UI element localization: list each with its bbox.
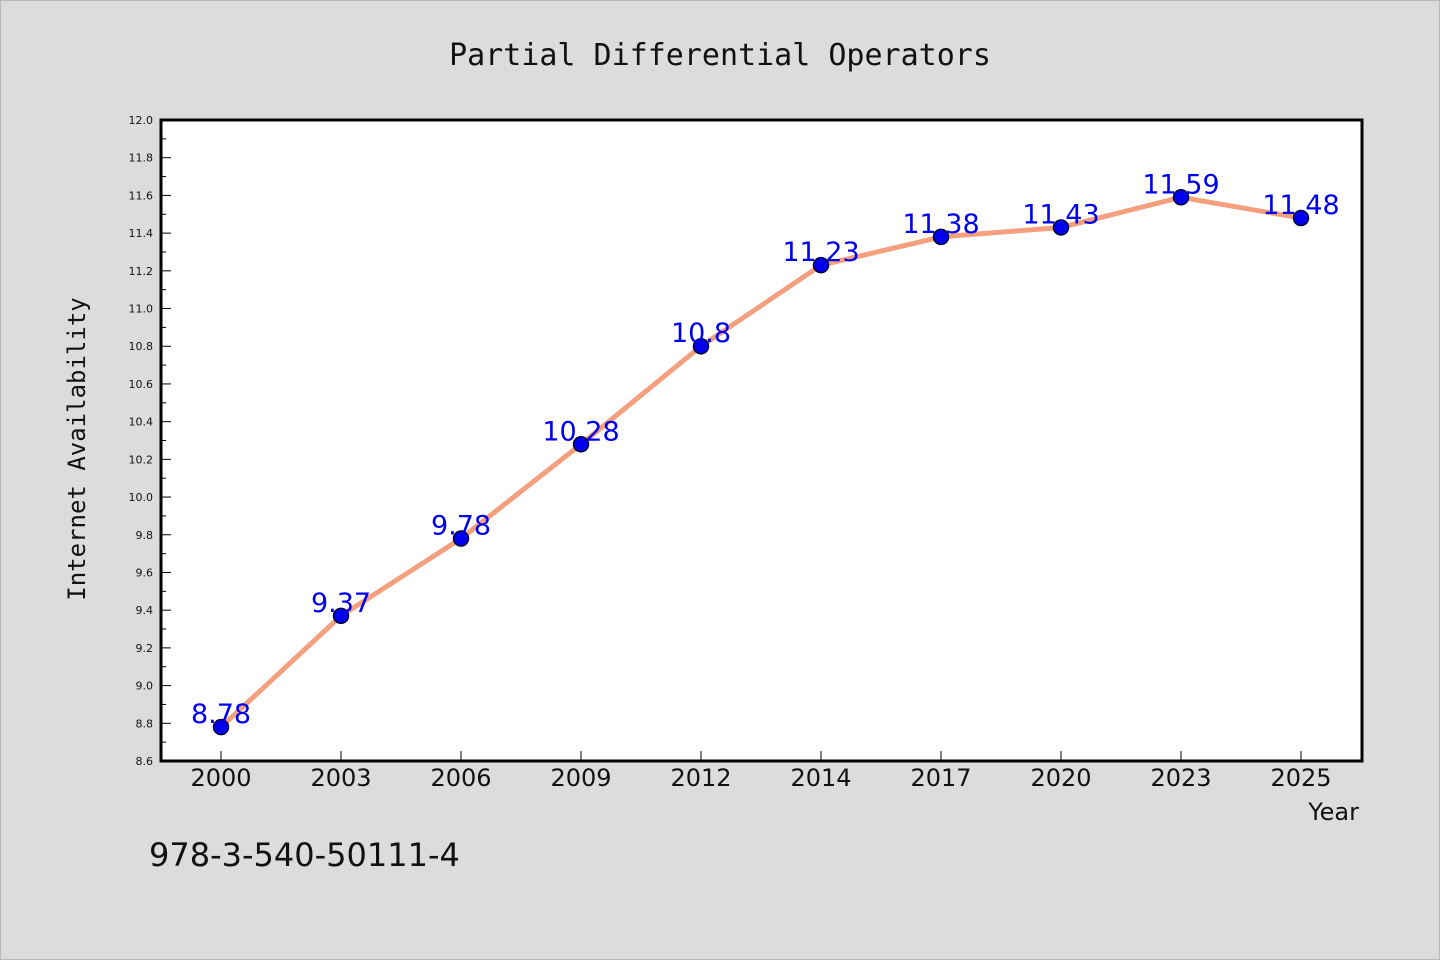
y-tick-label: 9.2 bbox=[136, 642, 154, 655]
x-tick-label: 2025 bbox=[1270, 764, 1331, 792]
x-tick-label: 2020 bbox=[1030, 764, 1091, 792]
y-tick-label: 10.4 bbox=[129, 416, 154, 429]
data-point bbox=[452, 530, 470, 547]
y-tick-label: 10.6 bbox=[129, 378, 154, 391]
x-tick-label: 2006 bbox=[430, 764, 491, 792]
data-label: 11.38 bbox=[902, 209, 979, 240]
y-tick-label: 9.8 bbox=[136, 529, 154, 542]
y-tick-label: 11.8 bbox=[129, 152, 154, 165]
y-tick-label: 9.0 bbox=[136, 680, 154, 693]
data-point bbox=[1052, 219, 1070, 236]
y-tick-label: 10.8 bbox=[129, 340, 154, 353]
y-tick-label: 11.2 bbox=[129, 265, 154, 278]
data-point bbox=[932, 228, 950, 246]
y-tick-label: 11.6 bbox=[129, 189, 154, 202]
data-label: 11.43 bbox=[1022, 199, 1099, 230]
data-label: 11.23 bbox=[782, 237, 859, 268]
data-label: 10.8 bbox=[671, 318, 731, 349]
x-tick-label: 2017 bbox=[910, 764, 971, 792]
data-label: 11.48 bbox=[1262, 190, 1339, 221]
data-label: 9.78 bbox=[431, 511, 491, 542]
data-point bbox=[692, 337, 710, 355]
data-point bbox=[812, 256, 830, 274]
chart-title: Partial Differential Operators bbox=[449, 38, 991, 73]
y-tick-label: 9.6 bbox=[136, 566, 154, 579]
y-tick-label: 9.4 bbox=[136, 604, 154, 617]
x-axis-ticks: 2000 2003 2006 2009 2012 2014 2017 2020 2023 2025 bbox=[190, 751, 1332, 792]
y-axis-label: Internet Availability bbox=[63, 297, 91, 600]
y-axis-ticks: 8.6 8.8 9.0 9.2 9.4 9.6 9.8 10.0 10.2 10.4 10.6 10.… bbox=[129, 114, 171, 768]
data-point bbox=[212, 718, 230, 736]
data-point bbox=[332, 607, 350, 625]
y-tick-label: 8.6 bbox=[136, 755, 154, 768]
data-point bbox=[1172, 189, 1190, 206]
y-tick-label: 8.8 bbox=[136, 717, 154, 730]
data-labels: 8.78 9.37 9.78 10.28 10.8 11.23 11.38 11.43 11.5… bbox=[191, 169, 1340, 730]
series-line-group bbox=[218, 194, 1304, 730]
data-label: 11.59 bbox=[1142, 169, 1219, 200]
data-points bbox=[212, 189, 1310, 736]
data-label: 8.78 bbox=[191, 699, 251, 730]
x-tick-label: 2003 bbox=[310, 764, 371, 792]
x-axis-label: Year bbox=[1307, 798, 1359, 826]
y-tick-label: 10.0 bbox=[129, 491, 154, 504]
series-line bbox=[218, 194, 1304, 730]
isbn-caption: 978-3-540-50111-4 bbox=[149, 836, 460, 874]
y-tick-label: 10.2 bbox=[129, 453, 154, 466]
x-tick-label: 2012 bbox=[670, 764, 731, 792]
x-tick-label: 2000 bbox=[190, 764, 251, 792]
x-tick-label: 2014 bbox=[790, 764, 851, 792]
plot-area bbox=[159, 118, 1364, 763]
data-label: 9.37 bbox=[311, 588, 371, 619]
data-label: 10.28 bbox=[542, 416, 619, 447]
x-tick-label: 2009 bbox=[550, 764, 611, 792]
y-tick-label: 11.4 bbox=[129, 227, 154, 240]
y-tick-label: 12.0 bbox=[129, 114, 154, 127]
y-tick-label: 11.0 bbox=[129, 303, 154, 316]
x-tick-label: 2023 bbox=[1150, 764, 1211, 792]
data-point bbox=[572, 436, 590, 453]
data-point bbox=[1292, 209, 1310, 227]
